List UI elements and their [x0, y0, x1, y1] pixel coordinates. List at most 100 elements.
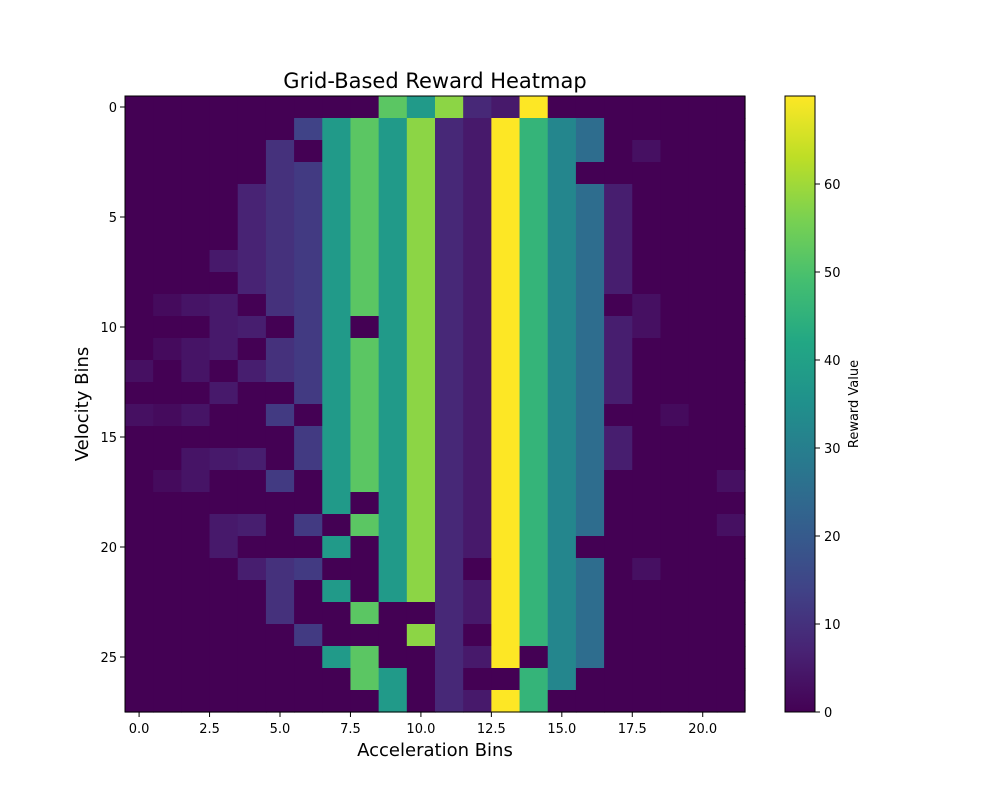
heatmap-cell	[632, 668, 662, 691]
heatmap-cell	[350, 448, 380, 471]
heatmap-cell	[519, 118, 549, 141]
heatmap-cell	[716, 426, 746, 449]
heatmap-cell	[632, 536, 662, 559]
heatmap-cell	[632, 580, 662, 603]
heatmap-cell	[209, 580, 239, 603]
heatmap-cell	[604, 96, 633, 119]
heatmap-cell	[209, 624, 239, 647]
heatmap-cell	[406, 580, 436, 603]
heatmap-cell	[181, 316, 211, 339]
heatmap-cell	[491, 184, 521, 207]
heatmap-cell	[237, 294, 267, 317]
heatmap-cell	[294, 272, 323, 295]
heatmap-cell	[604, 624, 633, 647]
heatmap-cell	[716, 690, 746, 713]
heatmap-cell	[350, 470, 380, 493]
heatmap-cell	[716, 316, 746, 339]
heatmap-cell	[463, 514, 492, 537]
heatmap-cell	[153, 272, 182, 295]
heatmap-cell	[153, 206, 182, 229]
heatmap-cell	[209, 272, 239, 295]
heatmap-cell	[463, 404, 492, 427]
heatmap-cell	[435, 162, 464, 185]
heatmap-cell	[519, 360, 549, 383]
heatmap-cell	[716, 228, 746, 251]
heatmap-cell	[378, 272, 408, 295]
heatmap-cell	[463, 470, 492, 493]
heatmap-cell	[378, 162, 408, 185]
heatmap-cell	[322, 140, 352, 163]
heatmap-cell	[688, 492, 718, 515]
heatmap-cell	[378, 294, 408, 317]
heatmap-cell	[435, 646, 464, 669]
heatmap-cell	[265, 360, 295, 383]
heatmap-cell	[406, 426, 436, 449]
heatmap-cell	[322, 646, 352, 669]
heatmap-cell	[378, 184, 408, 207]
heatmap-cell	[125, 184, 154, 207]
heatmap-cell	[350, 668, 380, 691]
heatmap-cell	[716, 602, 746, 625]
heatmap-cell	[350, 162, 380, 185]
heatmap-cell	[406, 360, 436, 383]
heatmap-cell	[688, 338, 718, 361]
heatmap-cell	[632, 448, 662, 471]
heatmap-cell	[660, 96, 690, 119]
heatmap-cell	[632, 162, 662, 185]
heatmap-cell	[491, 360, 521, 383]
heatmap-cell	[294, 162, 323, 185]
heatmap-cell	[604, 338, 633, 361]
heatmap-cell	[660, 316, 690, 339]
heatmap-cell	[237, 140, 267, 163]
x-axis: 0.0 2.5 5.0 7.5 10.0 12.5 15.0 17.5 20.0	[129, 712, 717, 737]
heatmap-cell	[463, 668, 492, 691]
heatmap-cell	[181, 404, 211, 427]
heatmap-cell	[463, 316, 492, 339]
y-tick-label: 0	[109, 101, 117, 116]
heatmap-cell	[660, 448, 690, 471]
heatmap-cell	[463, 492, 492, 515]
heatmap-cell	[604, 690, 633, 713]
heatmap-cell	[519, 162, 549, 185]
heatmap-cell	[181, 690, 211, 713]
heatmap-cell	[378, 536, 408, 559]
heatmap-cell	[209, 492, 239, 515]
heatmap-cell	[604, 272, 633, 295]
heatmap-cell	[153, 360, 182, 383]
heatmap-cell	[153, 118, 182, 141]
heatmap-cell	[322, 448, 352, 471]
heatmap-cell	[406, 294, 436, 317]
heatmap-cell	[463, 272, 492, 295]
heatmap-cell	[716, 580, 746, 603]
heatmap-cell	[378, 250, 408, 273]
heatmap-cell	[519, 426, 549, 449]
heatmap-cell	[435, 624, 464, 647]
heatmap-cell	[294, 668, 323, 691]
heatmap-cell	[153, 382, 182, 405]
heatmap-cell	[575, 690, 605, 713]
heatmap-cell	[604, 492, 633, 515]
heatmap-cell	[153, 558, 182, 581]
heatmap-cell	[716, 382, 746, 405]
heatmap-cells	[125, 96, 746, 713]
heatmap-cell	[519, 250, 549, 273]
heatmap-cell	[575, 206, 605, 229]
heatmap-cell	[463, 294, 492, 317]
heatmap-cell	[322, 206, 352, 229]
heatmap-cell	[575, 602, 605, 625]
heatmap-cell	[406, 162, 436, 185]
heatmap-cell	[716, 140, 746, 163]
heatmap-cell	[209, 140, 239, 163]
heatmap-cell	[632, 382, 662, 405]
heatmap-cell	[265, 96, 295, 119]
heatmap-cell	[519, 646, 549, 669]
heatmap-cell	[378, 668, 408, 691]
heatmap-cell	[519, 492, 549, 515]
heatmap-cell	[181, 360, 211, 383]
heatmap-cell	[547, 602, 577, 625]
heatmap-cell	[378, 338, 408, 361]
heatmap-cell	[547, 470, 577, 493]
heatmap-cell	[632, 360, 662, 383]
heatmap-cell	[350, 140, 380, 163]
heatmap-cell	[237, 624, 267, 647]
